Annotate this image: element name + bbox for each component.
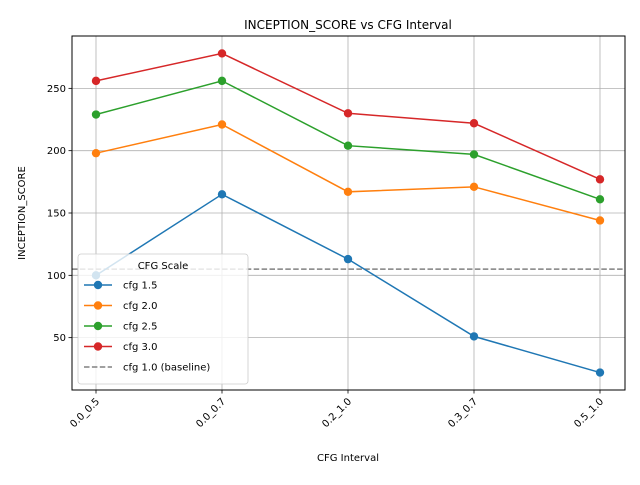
y-tick-label: 50 bbox=[53, 333, 66, 344]
series-2-point bbox=[217, 76, 227, 86]
legend-label-2: cfg 2.5 bbox=[123, 322, 157, 333]
legend-marker-0 bbox=[93, 280, 103, 290]
series-0-point bbox=[595, 368, 605, 377]
series-2-point bbox=[595, 195, 605, 204]
series-1-point bbox=[217, 120, 227, 129]
series-1-point bbox=[595, 216, 605, 225]
series-3-point bbox=[343, 109, 353, 118]
legend-label-0: cfg 1.5 bbox=[123, 281, 157, 292]
x-axis-label: CFG Interval bbox=[317, 453, 379, 464]
y-tick-label: 200 bbox=[47, 146, 66, 157]
legend-label-baseline: cfg 1.0 (baseline) bbox=[123, 363, 210, 374]
legend-marker-1 bbox=[93, 301, 103, 310]
legend-marker-3 bbox=[93, 342, 103, 351]
legend-label-1: cfg 2.0 bbox=[123, 301, 157, 312]
legend: CFG Scale cfg 1.5 cfg 2.0 cfg 2.5 cfg 3.0 cfg… bbox=[77, 253, 249, 385]
series-layer bbox=[91, 49, 605, 377]
series-2-point bbox=[91, 110, 101, 119]
series-3-point bbox=[91, 76, 101, 86]
chart-title: INCEPTION_SCORE vs CFG Interval bbox=[244, 18, 452, 32]
series-3-point bbox=[217, 49, 227, 58]
legend-marker-2 bbox=[93, 321, 103, 331]
series-1-point bbox=[91, 148, 101, 158]
y-tick-label: 150 bbox=[47, 209, 66, 220]
y-axis-label: INCEPTION_SCORE bbox=[17, 166, 28, 260]
legend-title: CFG Scale bbox=[138, 261, 189, 272]
series-0-point bbox=[217, 190, 227, 199]
y-tick-label: 100 bbox=[47, 271, 66, 282]
series-0-point bbox=[343, 254, 353, 264]
series-3-point bbox=[595, 175, 605, 184]
series-3-point bbox=[469, 119, 479, 128]
series-0-point bbox=[469, 332, 479, 341]
y-tick-label: 250 bbox=[47, 84, 66, 95]
legend-label-3: cfg 3.0 bbox=[123, 342, 157, 353]
series-1-point bbox=[343, 187, 353, 197]
series-2-point bbox=[343, 141, 353, 150]
series-1-point bbox=[469, 182, 479, 192]
grid bbox=[72, 36, 625, 390]
legend-box bbox=[77, 253, 249, 385]
series-2-point bbox=[469, 150, 479, 159]
